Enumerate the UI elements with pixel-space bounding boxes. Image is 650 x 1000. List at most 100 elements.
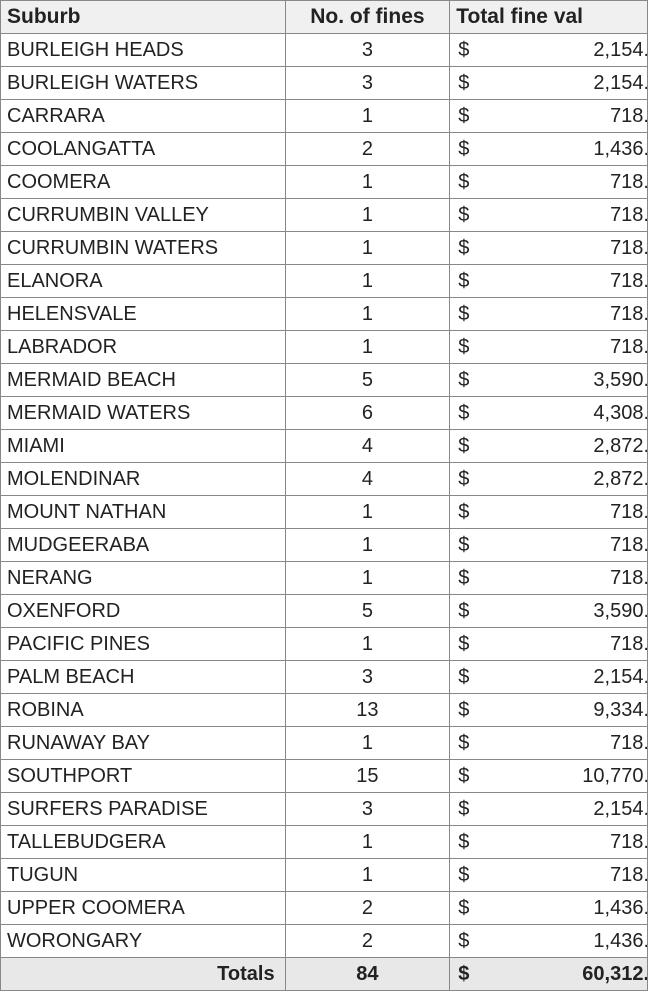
cell-value: $1,436.: [450, 133, 648, 166]
cell-suburb: ROBINA: [1, 694, 286, 727]
cell-fines: 1: [285, 166, 450, 199]
cell-fines: 1: [285, 562, 450, 595]
cell-value: $718.: [450, 331, 648, 364]
cell-suburb: MERMAID BEACH: [1, 364, 286, 397]
header-value: Total fine val: [450, 1, 648, 34]
currency-symbol: $: [458, 963, 469, 986]
table-row: COOLANGATTA2$1,436.: [1, 133, 648, 166]
currency-symbol: $: [458, 501, 469, 524]
cell-value: $718.: [450, 859, 648, 892]
currency-symbol: $: [458, 270, 469, 293]
cell-fines: 1: [285, 265, 450, 298]
totals-value: $60,312.: [450, 958, 648, 991]
cell-suburb: COOLANGATTA: [1, 133, 286, 166]
cell-fines: 4: [285, 463, 450, 496]
totals-fines: 84: [285, 958, 450, 991]
table-row: COOMERA1$718.: [1, 166, 648, 199]
currency-symbol: $: [458, 336, 469, 359]
cell-fines: 1: [285, 826, 450, 859]
cell-fines: 6: [285, 397, 450, 430]
table-row: PALM BEACH3$2,154.: [1, 661, 648, 694]
table-row: SOUTHPORT15$10,770.: [1, 760, 648, 793]
currency-symbol: $: [458, 303, 469, 326]
cell-value: $4,308.: [450, 397, 648, 430]
amount: 4,308.: [593, 402, 647, 425]
cell-suburb: LABRADOR: [1, 331, 286, 364]
totals-label: Totals: [1, 958, 286, 991]
amount: 718.: [610, 105, 647, 128]
table-row: UPPER COOMERA2$1,436.: [1, 892, 648, 925]
currency-symbol: $: [458, 369, 469, 392]
cell-value: $718.: [450, 199, 648, 232]
cell-suburb: SOUTHPORT: [1, 760, 286, 793]
cell-suburb: UPPER COOMERA: [1, 892, 286, 925]
currency-symbol: $: [458, 39, 469, 62]
amount: 1,436.: [593, 930, 647, 953]
table-row: CURRUMBIN VALLEY1$718.: [1, 199, 648, 232]
cell-fines: 1: [285, 100, 450, 133]
table-row: MIAMI4$2,872.: [1, 430, 648, 463]
cell-suburb: MIAMI: [1, 430, 286, 463]
cell-suburb: TALLEBUDGERA: [1, 826, 286, 859]
currency-symbol: $: [458, 666, 469, 689]
currency-symbol: $: [458, 567, 469, 590]
currency-symbol: $: [458, 864, 469, 887]
table-row: TUGUN1$718.: [1, 859, 648, 892]
currency-symbol: $: [458, 765, 469, 788]
table-row: RUNAWAY BAY1$718.: [1, 727, 648, 760]
cell-suburb: BURLEIGH HEADS: [1, 34, 286, 67]
table-row: MERMAID WATERS6$4,308.: [1, 397, 648, 430]
cell-fines: 1: [285, 727, 450, 760]
table-row: PACIFIC PINES1$718.: [1, 628, 648, 661]
amount: 718.: [610, 303, 647, 326]
header-suburb: Suburb: [1, 1, 286, 34]
cell-fines: 3: [285, 793, 450, 826]
cell-value: $10,770.: [450, 760, 648, 793]
cell-value: $2,154.: [450, 661, 648, 694]
cell-suburb: COOMERA: [1, 166, 286, 199]
currency-symbol: $: [458, 930, 469, 953]
cell-value: $2,872.: [450, 430, 648, 463]
currency-symbol: $: [458, 402, 469, 425]
cell-fines: 1: [285, 199, 450, 232]
cell-fines: 1: [285, 859, 450, 892]
amount: 718.: [610, 864, 647, 887]
cell-value: $2,154.: [450, 793, 648, 826]
amount: 718.: [610, 534, 647, 557]
cell-value: $718.: [450, 298, 648, 331]
currency-symbol: $: [458, 204, 469, 227]
cell-fines: 1: [285, 496, 450, 529]
currency-symbol: $: [458, 699, 469, 722]
cell-fines: 13: [285, 694, 450, 727]
table-row: ELANORA1$718.: [1, 265, 648, 298]
cell-fines: 4: [285, 430, 450, 463]
table-row: CARRARA1$718.: [1, 100, 648, 133]
cell-fines: 5: [285, 364, 450, 397]
currency-symbol: $: [458, 435, 469, 458]
amount: 718.: [610, 501, 647, 524]
amount: 2,154.: [593, 666, 647, 689]
table-row: NERANG1$718.: [1, 562, 648, 595]
cell-value: $1,436.: [450, 892, 648, 925]
amount: 718.: [610, 567, 647, 590]
amount: 1,436.: [593, 897, 647, 920]
table-row: TALLEBUDGERA1$718.: [1, 826, 648, 859]
cell-suburb: MOLENDINAR: [1, 463, 286, 496]
cell-value: $3,590.: [450, 595, 648, 628]
table-row: LABRADOR1$718.: [1, 331, 648, 364]
cell-fines: 1: [285, 628, 450, 661]
cell-suburb: CURRUMBIN WATERS: [1, 232, 286, 265]
cell-suburb: MOUNT NATHAN: [1, 496, 286, 529]
amount: 2,154.: [593, 798, 647, 821]
cell-value: $718.: [450, 496, 648, 529]
table-row: WORONGARY2$1,436.: [1, 925, 648, 958]
amount: 60,312.: [582, 963, 647, 986]
totals-row: Totals84$60,312.: [1, 958, 648, 991]
currency-symbol: $: [458, 798, 469, 821]
cell-fines: 1: [285, 331, 450, 364]
cell-value: $718.: [450, 100, 648, 133]
amount: 2,872.: [593, 468, 647, 491]
table-row: BURLEIGH HEADS3$2,154.: [1, 34, 648, 67]
cell-value: $3,590.: [450, 364, 648, 397]
table-row: CURRUMBIN WATERS1$718.: [1, 232, 648, 265]
